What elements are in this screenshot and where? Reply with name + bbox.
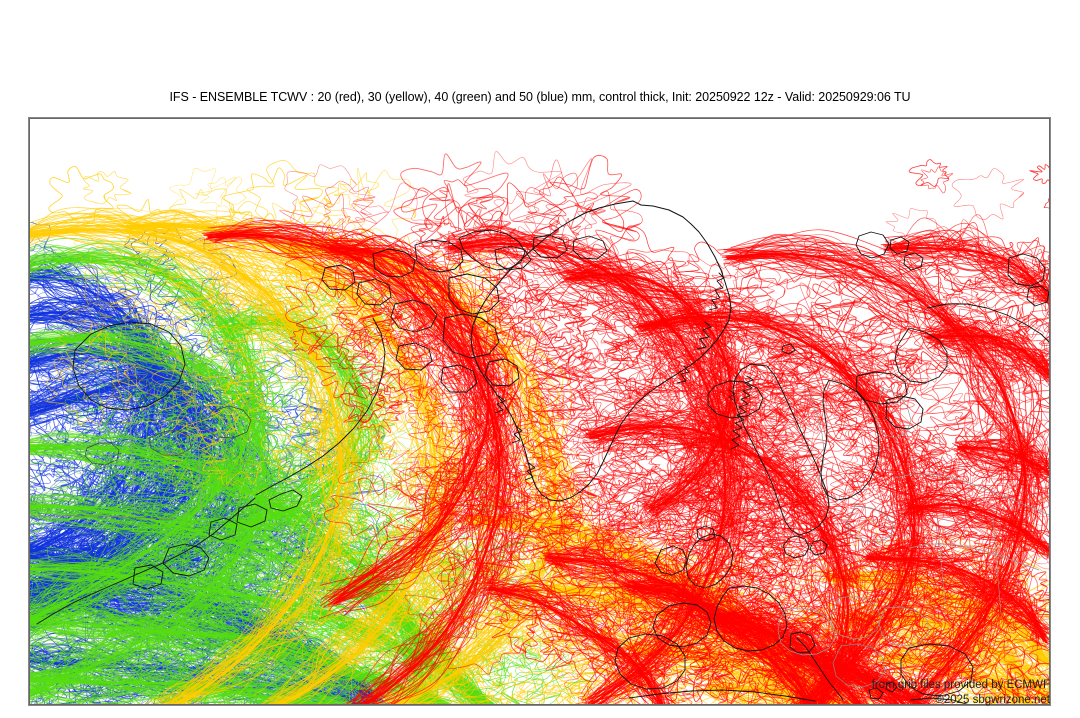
spaghetti-contour-map [29,118,1050,705]
map-panel[interactable] [28,117,1051,706]
page-title: IFS - ENSEMBLE TCWV : 20 (red), 30 (yell… [0,90,1080,104]
